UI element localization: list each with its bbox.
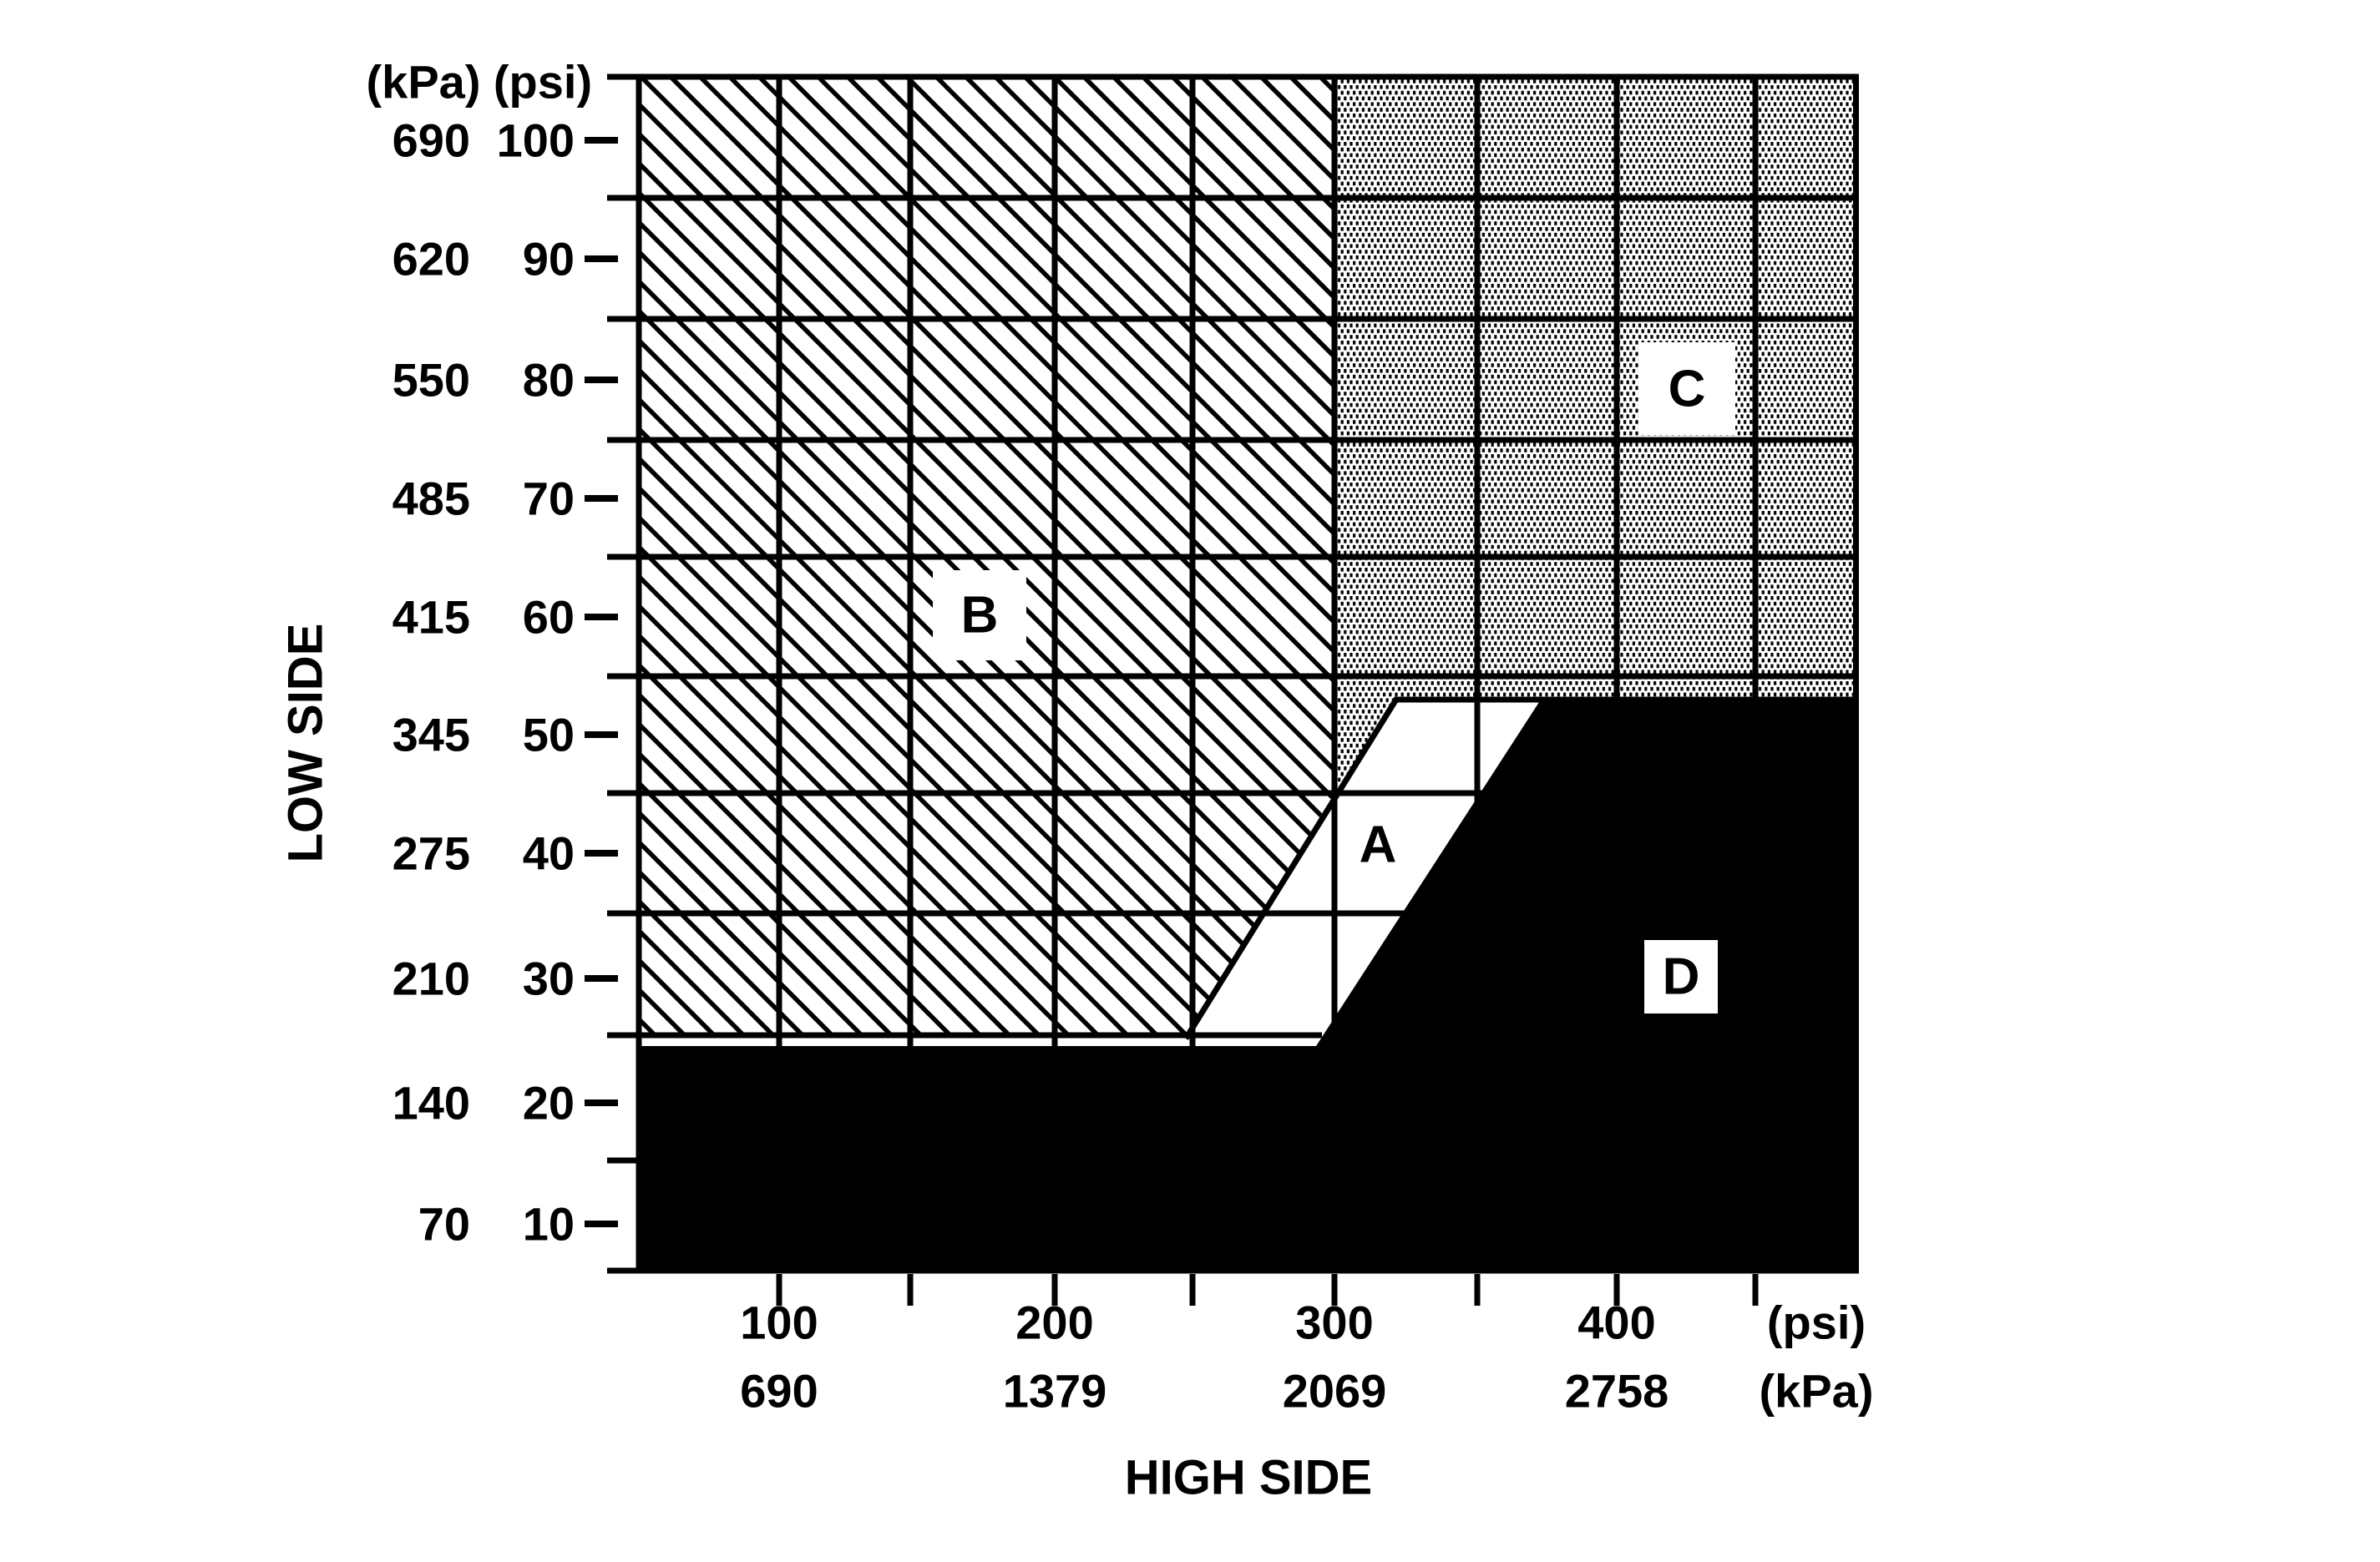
y-tick-kpa: 70 — [418, 1198, 470, 1251]
x-axis-line — [607, 1267, 1859, 1274]
y-tick-psi: 20 — [523, 1077, 575, 1130]
y-axis-tick-labels: 690 100 620 90 550 80 485 70 415 60 345 … — [392, 114, 575, 1251]
y-tick-psi: 40 — [523, 827, 575, 880]
y-tick-kpa: 415 — [392, 591, 470, 644]
y-tick-kpa: 620 — [392, 233, 470, 286]
region-c-label: C — [1669, 361, 1706, 418]
y-tick-kpa: 690 — [392, 114, 470, 167]
y-tick-psi: 60 — [523, 591, 575, 644]
y-tick-psi: 10 — [523, 1198, 575, 1251]
y-axis-line — [636, 73, 642, 1274]
region-d-label: D — [1663, 948, 1700, 1006]
region-b-label-box — [933, 570, 1026, 660]
top-spine — [607, 73, 1859, 80]
y-tick-kpa: 550 — [392, 354, 470, 407]
x-axis-kpa-labels: 690 1379 2069 2758 (kPa) — [740, 1365, 1873, 1418]
x-axis-psi-unit: (psi) — [1767, 1297, 1866, 1349]
x-axis-ticks — [776, 1274, 1759, 1306]
y-axis-kpa-unit-header: (kPa) — [367, 56, 481, 109]
right-spine — [1853, 73, 1859, 1274]
x-tick-kpa: 2069 — [1283, 1365, 1387, 1418]
x-tick-psi: 200 — [1015, 1297, 1093, 1349]
region-d-label-box — [1644, 940, 1718, 1014]
y-axis-title: LOW SIDE — [279, 624, 333, 863]
y-tick-kpa: 210 — [392, 953, 470, 1005]
x-tick-kpa: 2758 — [1565, 1365, 1669, 1418]
region-b-label: B — [961, 587, 999, 645]
region-c-dotted-area — [1334, 77, 1859, 793]
y-axis-label-dashes — [585, 137, 618, 1227]
y-tick-kpa: 345 — [392, 709, 470, 761]
y-axis-psi-unit-header: (psi) — [494, 56, 592, 109]
x-tick-kpa: 690 — [740, 1365, 818, 1418]
x-tick-psi: 400 — [1577, 1297, 1655, 1349]
x-axis-kpa-unit: (kPa) — [1760, 1365, 1874, 1418]
axis-spines — [607, 73, 1859, 1274]
boundary-diagonal-b-a — [1183, 696, 1400, 1040]
x-axis-psi-labels: 100 200 300 400 (psi) — [740, 1297, 1866, 1349]
region-c-label-box — [1638, 342, 1735, 435]
y-tick-psi: 50 — [523, 709, 575, 761]
x-tick-psi: 300 — [1295, 1297, 1373, 1349]
region-label-boxes — [933, 342, 1735, 1014]
y-tick-psi: 90 — [523, 233, 575, 286]
region-a-label: A — [1360, 816, 1397, 874]
x-tick-psi: 100 — [740, 1297, 818, 1349]
y-tick-kpa: 140 — [392, 1077, 470, 1130]
region-boundaries — [607, 696, 1859, 1040]
y-tick-psi: 80 — [523, 354, 575, 407]
y-tick-kpa: 485 — [392, 473, 470, 525]
y-tick-psi: 30 — [523, 953, 575, 1005]
y-tick-kpa: 275 — [392, 827, 470, 880]
x-axis-title: HIGH SIDE — [1125, 1451, 1373, 1505]
y-tick-psi: 100 — [497, 114, 575, 167]
x-tick-kpa: 1379 — [1003, 1365, 1107, 1418]
y-tick-psi: 70 — [523, 473, 575, 525]
region-d-black-area — [639, 700, 1859, 1271]
